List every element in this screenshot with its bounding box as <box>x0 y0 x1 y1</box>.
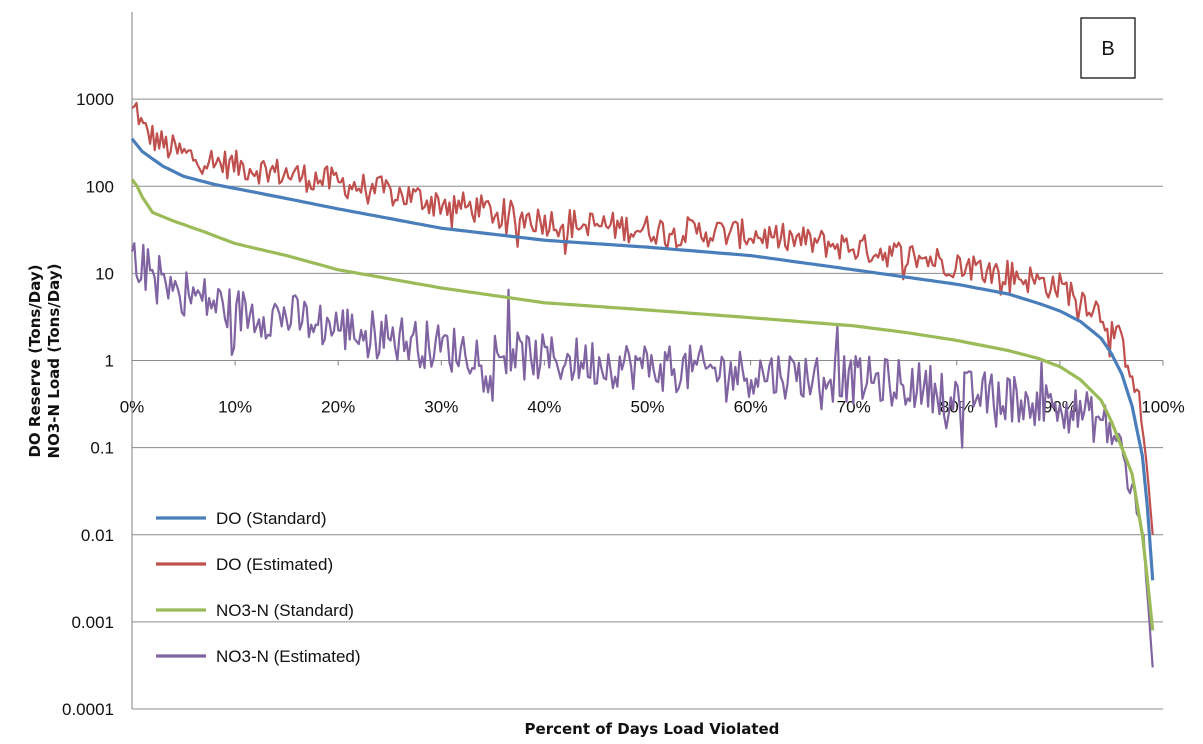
x-tick-labels: 0% 10% 20% 30% 40% 50% 60% 70% 80% 90% 100% <box>120 360 1185 417</box>
y-tick-label: 0.1 <box>90 439 114 458</box>
x-tick-label: 40% <box>527 398 561 417</box>
x-tick-label: 100% <box>1141 398 1184 417</box>
panel-label-border <box>1080 17 1136 79</box>
series-line-no3-n-estimated <box>130 242 1154 668</box>
y-tick-label: 100 <box>86 177 114 196</box>
x-tick-label: 20% <box>321 398 355 417</box>
y-axis-title: DO Reserve (Tons/Day) NO3-N Load (Tons/D… <box>26 264 63 459</box>
series-lines <box>130 101 1155 668</box>
x-tick-label: 0% <box>120 398 145 417</box>
y-tick-label: 10 <box>95 264 114 283</box>
panel-label-box: B <box>1080 17 1136 79</box>
y-tick-label: 0.001 <box>71 613 114 632</box>
series-line-do-standard <box>130 137 1155 581</box>
legend-label: NO3-N (Standard) <box>216 601 354 620</box>
y-tick-label: 1000 <box>76 90 114 109</box>
x-tick-label: 30% <box>424 398 458 417</box>
series-line-do-estimated <box>131 101 1154 535</box>
legend-label: DO (Standard) <box>216 509 327 528</box>
legend-label: NO3-N (Estimated) <box>216 647 361 666</box>
series-line-no3-n-standard <box>130 178 1155 631</box>
y-tick-label: 1 <box>105 352 114 371</box>
panel-label: B <box>1101 38 1114 60</box>
y-tick-labels: 0.0001 0.001 0.01 0.1 1 10 100 1000 <box>62 90 114 719</box>
y-axis-title-line-2: NO3-N Load (Tons/Day) <box>45 264 63 459</box>
legend-label: DO (Estimated) <box>216 555 333 574</box>
y-axis-title-line-1: DO Reserve (Tons/Day) <box>26 264 44 457</box>
legend: DO (Standard) DO (Estimated) NO3-N (Standa… <box>156 509 361 666</box>
x-tick-label: 60% <box>734 398 768 417</box>
x-tick-label: 50% <box>630 398 664 417</box>
y-tick-label: 0.0001 <box>62 700 114 719</box>
x-axis-title: Percent of Days Load Violated <box>525 720 780 738</box>
x-tick-label: 10% <box>218 398 252 417</box>
y-tick-label: 0.01 <box>81 526 114 545</box>
x-tick-label: 70% <box>837 398 871 417</box>
